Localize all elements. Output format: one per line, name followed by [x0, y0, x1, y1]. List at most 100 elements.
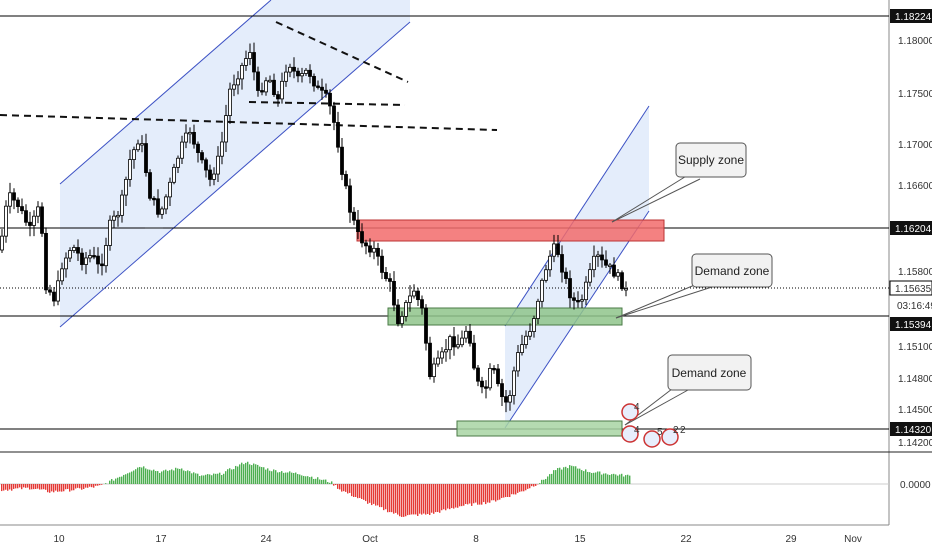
candle-body: [157, 199, 160, 214]
supply-zone-rect[interactable]: [357, 220, 664, 241]
osc-bar: [27, 484, 28, 488]
callout-demand-low[interactable]: Demand zone: [625, 355, 751, 425]
osc-bar: [49, 484, 50, 493]
osc-bar: [61, 484, 62, 492]
osc-bar: [7, 484, 8, 491]
candle-body: [309, 70, 312, 76]
osc-bar: [181, 468, 182, 484]
osc-bar: [453, 484, 454, 509]
osc-bar: [355, 484, 356, 497]
y-tick-label: 1.17000: [898, 140, 932, 151]
osc-bar: [527, 484, 528, 489]
candle: [373, 241, 376, 259]
osc-bar: [163, 470, 164, 484]
callout-demand-mid[interactable]: Demand zone: [616, 254, 772, 318]
rising-channel-left[interactable]: [60, 0, 410, 327]
candle-body: [505, 397, 508, 402]
osc-bar: [283, 473, 284, 484]
candle-body: [529, 332, 532, 337]
osc-bar: [63, 484, 64, 491]
osc-bar: [297, 474, 298, 484]
candle: [453, 327, 456, 356]
candle-body: [549, 256, 552, 270]
candle-body: [5, 206, 8, 236]
candle-body: [29, 222, 32, 225]
osc-bar: [191, 473, 192, 484]
osc-bar: [119, 477, 120, 484]
candle: [109, 215, 112, 250]
osc-bar: [577, 469, 578, 484]
osc-bar: [149, 470, 150, 484]
callout-supply-text: Supply zone: [678, 153, 744, 167]
osc-bar: [273, 469, 274, 484]
event-badge-count: 5: [657, 427, 663, 438]
candle: [397, 299, 400, 326]
osc-bar: [555, 470, 556, 484]
osc-bar: [399, 484, 400, 516]
oscillator-histogram: [1, 462, 630, 517]
candle: [57, 270, 60, 305]
candle: [53, 287, 56, 306]
osc-bar: [15, 484, 16, 488]
osc-bar: [139, 467, 140, 484]
osc-bar: [473, 484, 474, 503]
osc-bar: [335, 484, 336, 485]
osc-bar: [503, 484, 504, 498]
osc-bar: [237, 467, 238, 484]
osc-bar: [225, 471, 226, 484]
candle-body: [233, 85, 236, 89]
candle-body: [25, 211, 28, 223]
candle-body: [153, 198, 156, 200]
osc-bar: [41, 484, 42, 489]
osc-bar: [477, 484, 478, 505]
y-tick-label: 1.14800: [898, 374, 932, 385]
x-tick-label: Oct: [362, 534, 378, 545]
candle-body: [53, 292, 56, 301]
demand-zone-mid-rect[interactable]: [388, 308, 622, 325]
demand-zone-low-rect[interactable]: [457, 421, 622, 436]
osc-bar: [411, 484, 412, 514]
candle-body: [621, 273, 624, 289]
osc-bar: [343, 484, 344, 491]
osc-bar: [597, 471, 598, 484]
candle-body: [101, 264, 104, 266]
osc-bar: [391, 484, 392, 512]
rising-channel-right[interactable]: [505, 106, 649, 428]
osc-bar: [575, 466, 576, 484]
osc-bar: [507, 484, 508, 497]
osc-bar: [481, 484, 482, 505]
osc-bar: [251, 465, 252, 484]
osc-bar: [589, 472, 590, 484]
osc-bar: [319, 479, 320, 484]
candle-body: [149, 173, 152, 199]
osc-bar: [19, 484, 20, 487]
osc-bar: [595, 472, 596, 484]
candle-body: [133, 150, 136, 160]
osc-bar: [373, 484, 374, 504]
osc-bar: [559, 468, 560, 484]
candle: [33, 210, 36, 236]
osc-bar: [295, 473, 296, 484]
osc-bar: [85, 484, 86, 488]
candle-body: [441, 352, 444, 358]
candle-body: [313, 76, 316, 86]
osc-bar: [201, 475, 202, 484]
candle-body: [269, 80, 272, 82]
candle: [461, 331, 464, 348]
osc-bar: [53, 484, 54, 492]
osc-bar: [1, 484, 2, 491]
candle-body: [17, 200, 20, 206]
osc-bar: [37, 484, 38, 489]
candle-body: [89, 256, 92, 258]
candle-body: [581, 300, 584, 302]
candle-body: [517, 353, 520, 371]
osc-bar: [229, 468, 230, 484]
osc-bar: [599, 472, 600, 484]
candle: [333, 102, 336, 130]
candle-body: [329, 93, 332, 106]
osc-bar: [405, 484, 406, 516]
osc-bar: [553, 470, 554, 484]
x-tick-label: 10: [53, 534, 65, 545]
